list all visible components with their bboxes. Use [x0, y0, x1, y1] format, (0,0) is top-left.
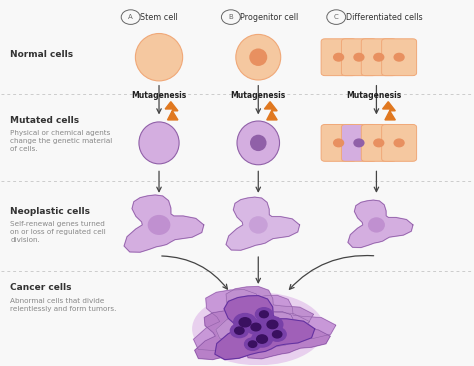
Polygon shape — [383, 102, 395, 120]
Text: C: C — [334, 14, 338, 20]
Ellipse shape — [148, 215, 170, 235]
Ellipse shape — [249, 48, 267, 66]
FancyBboxPatch shape — [382, 124, 417, 161]
Ellipse shape — [368, 217, 385, 232]
Circle shape — [260, 311, 268, 318]
Text: A: A — [128, 14, 133, 20]
Text: Abnormal cells that divide
relentlessly and form tumors.: Abnormal cells that divide relentlessly … — [10, 298, 117, 312]
Text: Mutagenesis: Mutagenesis — [231, 91, 286, 100]
Circle shape — [245, 338, 261, 350]
Circle shape — [230, 324, 248, 337]
Text: Self-renewal genes turned
on or loss of regulated cell
division.: Self-renewal genes turned on or loss of … — [10, 221, 106, 243]
Text: Mutagenesis: Mutagenesis — [346, 91, 401, 100]
Circle shape — [354, 53, 364, 61]
Polygon shape — [165, 102, 178, 120]
Circle shape — [354, 139, 364, 147]
Polygon shape — [194, 290, 310, 351]
Text: Stem cell: Stem cell — [140, 12, 178, 22]
Text: Neoplastic cells: Neoplastic cells — [10, 207, 90, 216]
Circle shape — [256, 335, 267, 343]
Circle shape — [234, 314, 256, 331]
Text: Cancer cells: Cancer cells — [10, 283, 72, 292]
Ellipse shape — [236, 34, 281, 80]
FancyBboxPatch shape — [361, 124, 396, 161]
Polygon shape — [215, 296, 315, 359]
Circle shape — [235, 327, 244, 334]
FancyBboxPatch shape — [341, 124, 376, 161]
Text: Mutagenesis: Mutagenesis — [131, 91, 187, 100]
Text: Mutated cells: Mutated cells — [10, 116, 79, 124]
Polygon shape — [232, 295, 336, 352]
Circle shape — [255, 308, 273, 321]
Ellipse shape — [136, 34, 182, 81]
Ellipse shape — [192, 292, 324, 365]
Circle shape — [267, 320, 278, 329]
Text: Physical or chemical agents
change the genetic material
of cells.: Physical or chemical agents change the g… — [10, 130, 112, 152]
Circle shape — [252, 331, 273, 347]
Ellipse shape — [139, 122, 179, 164]
Circle shape — [239, 318, 251, 327]
Polygon shape — [216, 287, 313, 340]
Text: Progenitor cell: Progenitor cell — [240, 12, 299, 22]
FancyBboxPatch shape — [382, 39, 417, 76]
FancyBboxPatch shape — [361, 39, 396, 76]
Circle shape — [394, 139, 404, 147]
Text: Normal cells: Normal cells — [10, 50, 73, 59]
FancyBboxPatch shape — [321, 39, 356, 76]
Circle shape — [248, 341, 257, 347]
Circle shape — [262, 317, 283, 332]
FancyBboxPatch shape — [341, 39, 376, 76]
Polygon shape — [245, 311, 330, 359]
Circle shape — [374, 53, 384, 61]
Circle shape — [334, 53, 344, 61]
Ellipse shape — [237, 121, 280, 165]
FancyBboxPatch shape — [321, 124, 356, 161]
Polygon shape — [264, 102, 277, 120]
Polygon shape — [226, 197, 300, 250]
Text: Differentiated cells: Differentiated cells — [346, 12, 422, 22]
Polygon shape — [195, 311, 286, 359]
Circle shape — [374, 139, 384, 147]
Polygon shape — [124, 195, 204, 252]
Text: B: B — [228, 14, 233, 20]
Polygon shape — [348, 200, 413, 247]
Circle shape — [273, 331, 282, 338]
Circle shape — [394, 53, 404, 61]
Circle shape — [251, 323, 261, 331]
Circle shape — [268, 327, 286, 341]
Ellipse shape — [250, 135, 266, 151]
Circle shape — [334, 139, 344, 147]
Ellipse shape — [249, 216, 268, 234]
Circle shape — [246, 320, 265, 334]
